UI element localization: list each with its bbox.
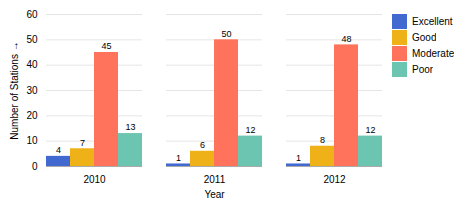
svg-text:48: 48 [341,34,351,44]
svg-text:8: 8 [320,135,325,145]
svg-text:6: 6 [200,140,205,150]
html-text:Good: Good [412,32,437,43]
svg-text:Year: Year [204,189,225,200]
svg-text:0: 0 [32,161,38,172]
html-text:Moderate: Moderate [412,48,455,59]
svg-text:60: 60 [26,9,38,20]
svg-text:1: 1 [296,153,301,163]
svg-text:13: 13 [125,122,135,132]
svg-text:12: 12 [245,125,255,135]
svg-text:4: 4 [56,145,61,155]
svg-text:50: 50 [26,34,38,45]
svg-text:20: 20 [26,110,38,121]
html-text:Poor: Poor [412,64,434,75]
svg-text:2012: 2012 [323,174,346,185]
svg-text:Number of Stations →: Number of Stations → [9,41,20,139]
svg-text:30: 30 [26,85,38,96]
svg-text:50: 50 [221,29,231,39]
svg-text:10: 10 [26,135,38,146]
svg-text:1: 1 [176,153,181,163]
svg-text:7: 7 [80,138,85,148]
html-text:Excellent: Excellent [412,16,453,27]
svg-text:2011: 2011 [204,174,226,185]
svg-text:12: 12 [365,125,375,135]
svg-text:40: 40 [26,59,38,70]
svg-text:2010: 2010 [83,174,106,185]
svg-text:45: 45 [101,41,111,51]
